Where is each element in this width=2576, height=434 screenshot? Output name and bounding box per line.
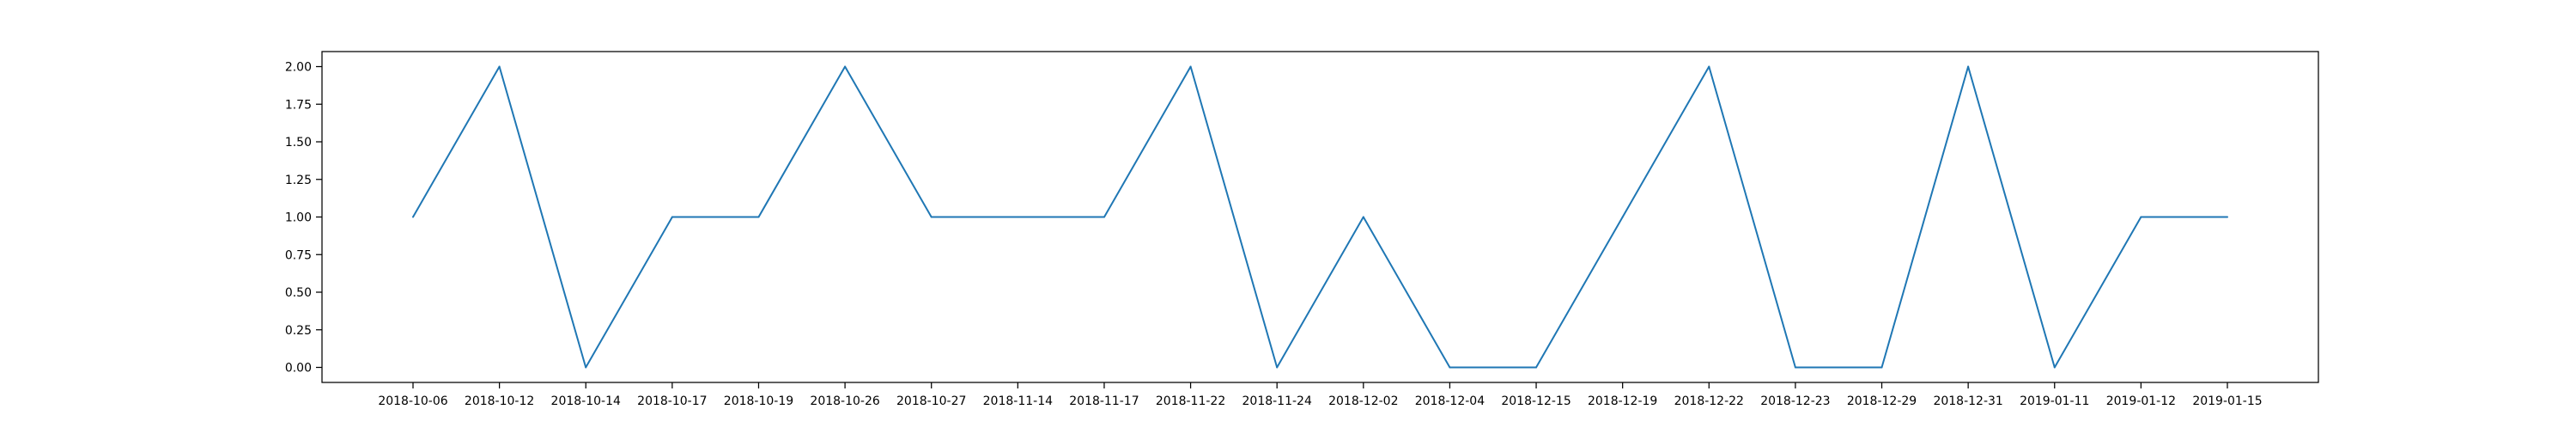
x-tick-label: 2018-12-19 bbox=[1588, 394, 1657, 408]
x-tick-label: 2019-01-11 bbox=[2020, 394, 2089, 408]
data-point bbox=[2227, 216, 2228, 218]
x-tick-label: 2018-10-27 bbox=[896, 394, 966, 408]
data-point bbox=[1276, 366, 1279, 369]
x-tick-label: 2018-12-02 bbox=[1328, 394, 1398, 408]
data-point bbox=[1362, 216, 1364, 218]
data-point bbox=[1535, 366, 1538, 369]
x-tick-label: 2018-11-14 bbox=[983, 394, 1053, 408]
x-tick-label: 2018-11-22 bbox=[1156, 394, 1225, 408]
data-point bbox=[930, 216, 933, 218]
data-point bbox=[2053, 366, 2056, 369]
data-point bbox=[1794, 366, 1796, 369]
x-tick-label: 2018-11-17 bbox=[1069, 394, 1139, 408]
x-tick-label: 2018-12-23 bbox=[1760, 394, 1830, 408]
data-point bbox=[1017, 216, 1019, 218]
data-point bbox=[498, 65, 501, 68]
data-point bbox=[585, 366, 587, 369]
data-point bbox=[1621, 216, 1624, 218]
y-tick-label: 0.25 bbox=[285, 324, 312, 338]
plot-area bbox=[322, 52, 2318, 382]
series-layer bbox=[412, 65, 2228, 369]
data-point bbox=[1189, 65, 1192, 68]
x-tick-label: 2018-12-22 bbox=[1674, 394, 1744, 408]
x-tick-label: 2018-10-19 bbox=[724, 394, 793, 408]
y-tick-label: 0.75 bbox=[285, 248, 312, 262]
y-tick-label: 1.25 bbox=[285, 174, 312, 187]
y-tick-label: 1.75 bbox=[285, 98, 312, 112]
data-point bbox=[844, 65, 847, 68]
x-tick-label: 2018-11-24 bbox=[1242, 394, 1312, 408]
data-point bbox=[1880, 366, 1883, 369]
x-tick-label: 2019-01-12 bbox=[2106, 394, 2176, 408]
plot-frame bbox=[321, 51, 2319, 383]
data-point bbox=[1449, 366, 1451, 369]
data-point bbox=[671, 216, 673, 218]
data-point bbox=[757, 216, 760, 218]
data-point bbox=[1967, 65, 1970, 68]
x-tick-label: 2019-01-15 bbox=[2192, 394, 2262, 408]
x-tick-label: 2018-10-26 bbox=[810, 394, 879, 408]
x-tick-label: 2018-10-14 bbox=[551, 394, 621, 408]
data-point bbox=[1103, 216, 1105, 218]
x-tick-label: 2018-10-17 bbox=[637, 394, 707, 408]
y-axis: 0.00 0.25 0.50 0.75 1.00 1.25 1.50 1.75 2.00 bbox=[285, 61, 322, 376]
x-axis: 2018-10-06 2018-10-12 2018-10-14 2018-10-17… bbox=[378, 382, 2263, 408]
data-point bbox=[2140, 216, 2142, 218]
y-tick-label: 1.50 bbox=[285, 136, 312, 150]
data-point bbox=[412, 216, 414, 218]
x-tick-label: 2018-12-29 bbox=[1847, 394, 1917, 408]
x-tick-label: 2018-12-15 bbox=[1501, 394, 1571, 408]
x-tick-label: 2018-10-06 bbox=[378, 394, 447, 408]
x-tick-label: 2018-12-31 bbox=[1933, 394, 2002, 408]
y-tick-label: 0.00 bbox=[285, 362, 312, 376]
x-tick-label: 2018-10-12 bbox=[465, 394, 534, 408]
y-tick-label: 2.00 bbox=[285, 61, 312, 75]
y-tick-label: 0.50 bbox=[285, 286, 312, 300]
y-tick-label: 1.00 bbox=[285, 211, 312, 225]
series-line bbox=[412, 65, 2227, 369]
x-tick-label: 2018-12-04 bbox=[1415, 394, 1485, 408]
data-point bbox=[1708, 65, 1710, 68]
